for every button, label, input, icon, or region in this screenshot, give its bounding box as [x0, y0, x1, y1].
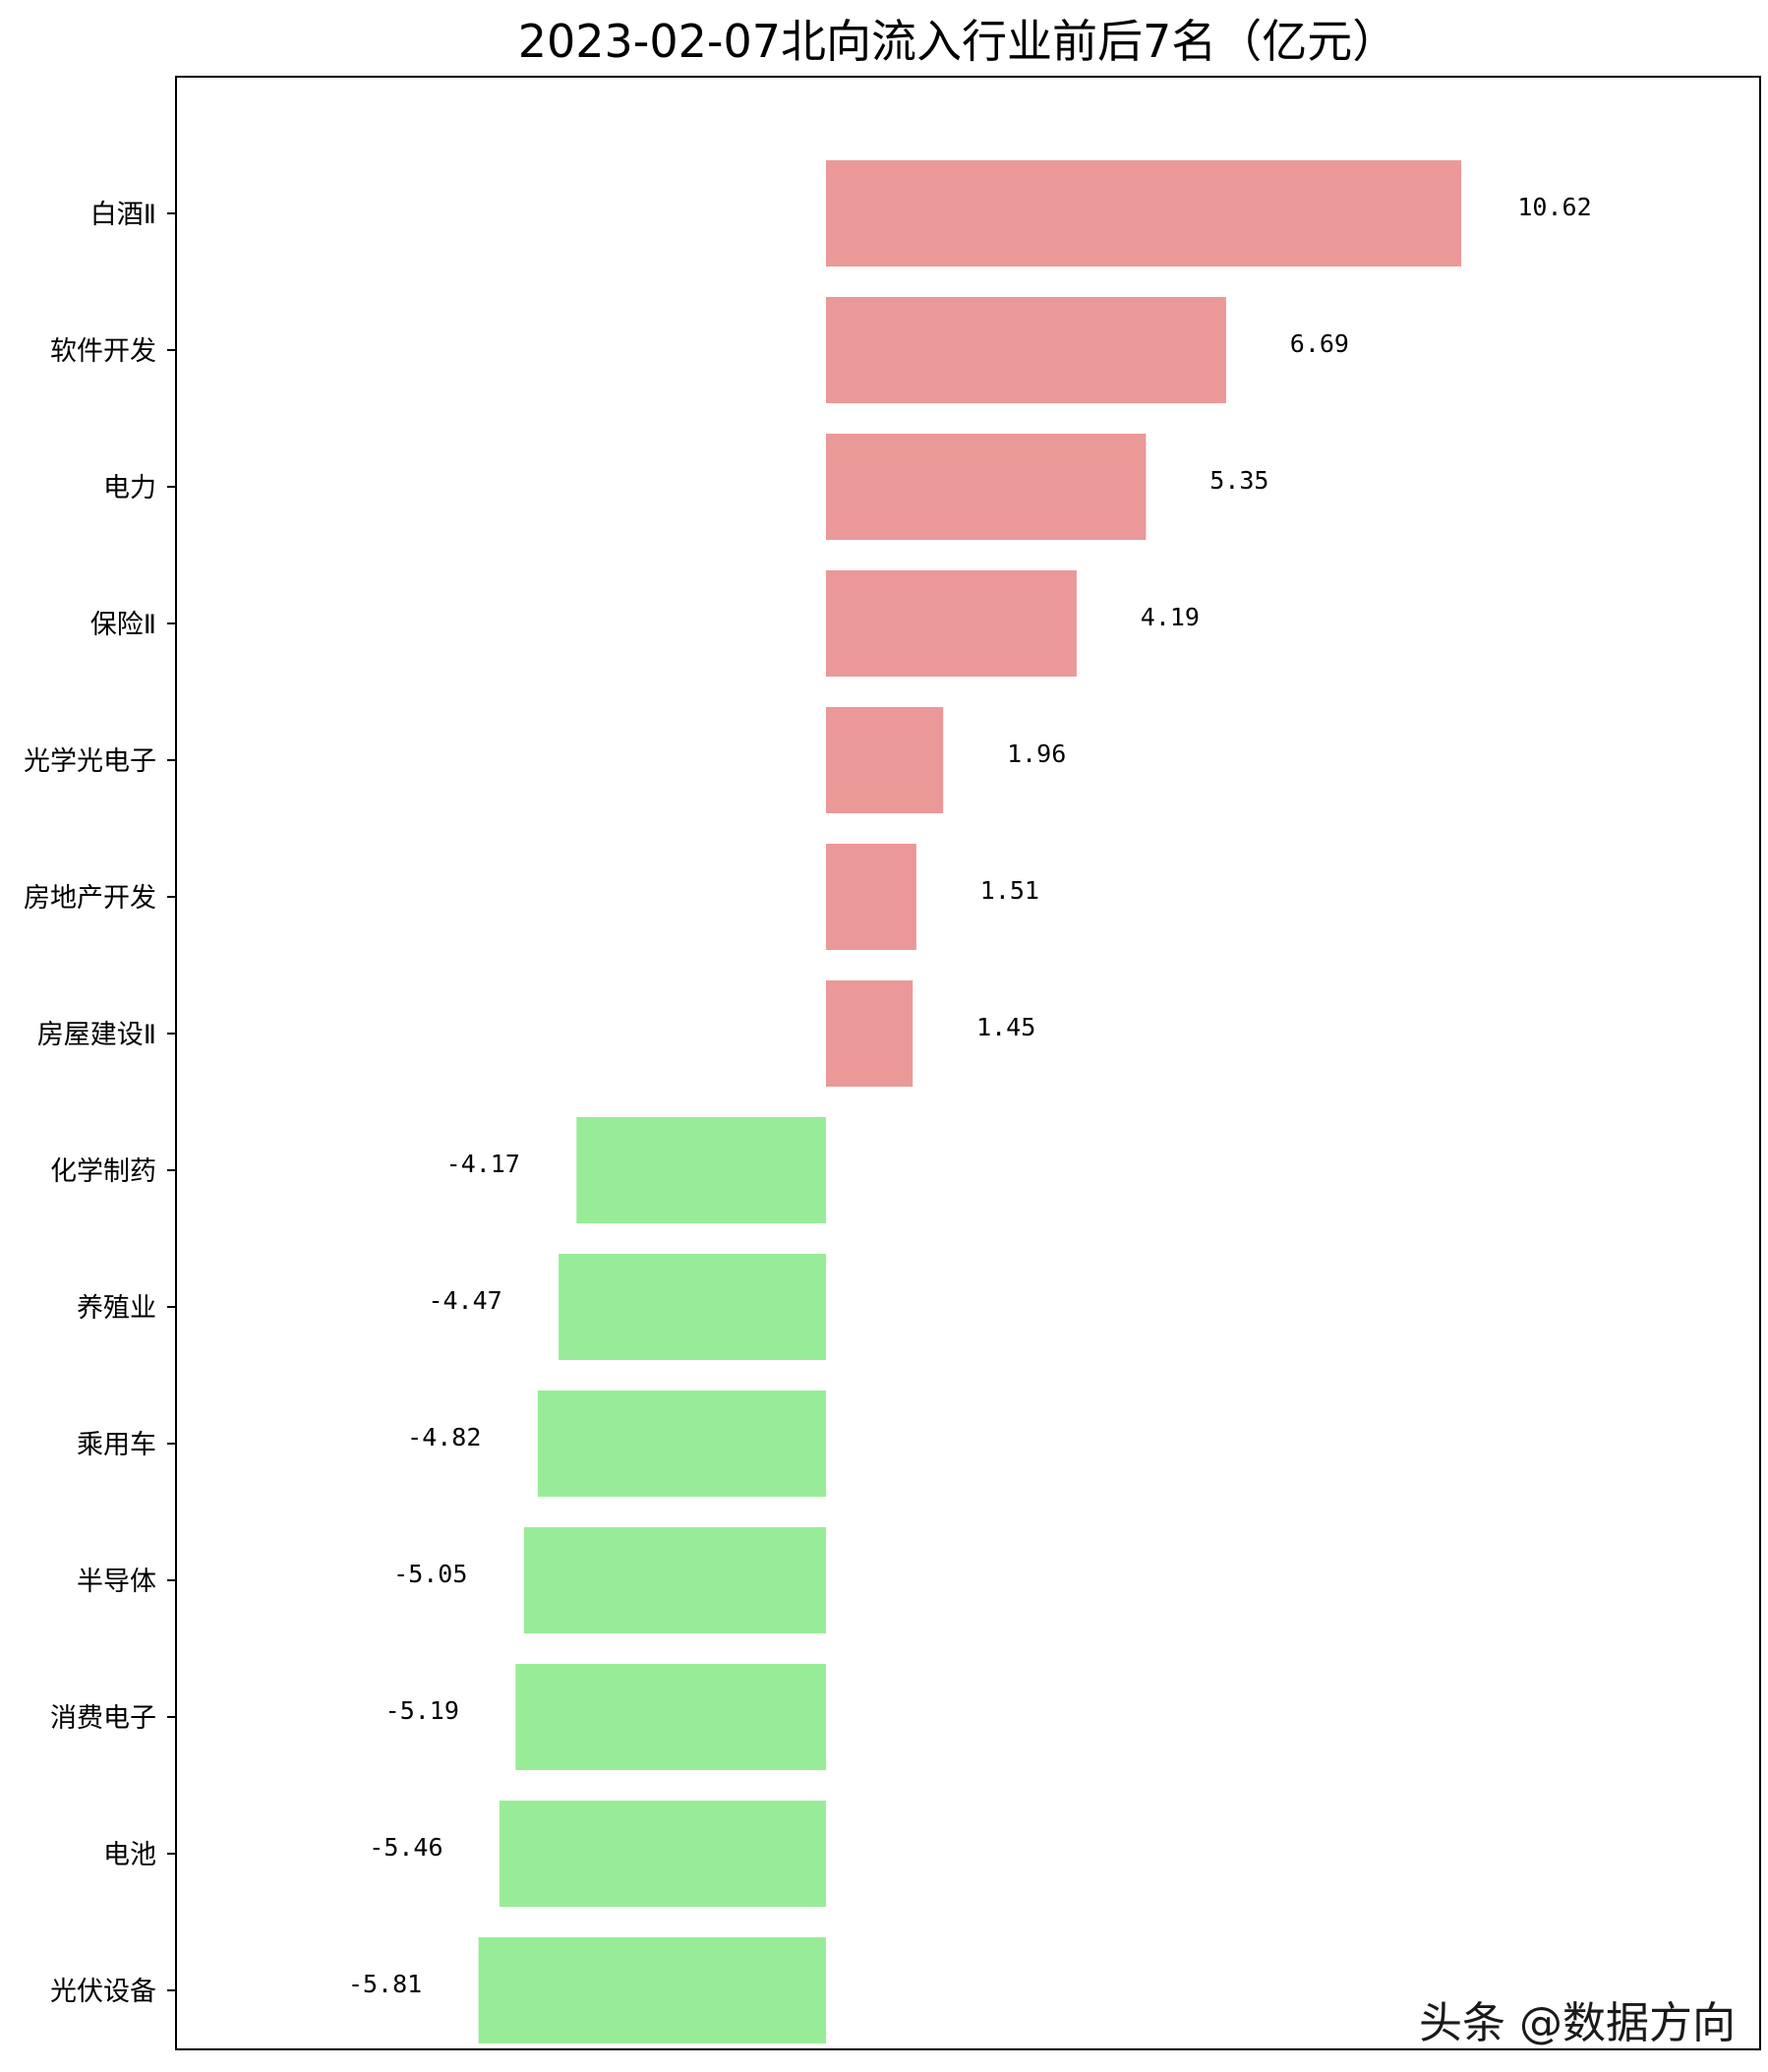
y-tick-label-0: 白酒Ⅱ — [90, 200, 156, 230]
bar-11 — [515, 1664, 826, 1770]
bar-3 — [826, 570, 1077, 677]
data-label-8: -4.47 — [428, 1286, 501, 1315]
y-tick-label-2: 电力 — [103, 473, 156, 503]
bar-0 — [826, 160, 1461, 266]
y-tick-label-9: 乘用车 — [77, 1430, 156, 1460]
y-tick-label-5: 房地产开发 — [24, 883, 156, 914]
y-tick-label-10: 半导体 — [77, 1567, 156, 1597]
bar-12 — [499, 1801, 826, 1907]
data-label-6: 1.45 — [976, 1013, 1035, 1041]
y-tick-label-1: 软件开发 — [50, 336, 156, 367]
data-label-3: 4.19 — [1141, 603, 1200, 631]
bar-6 — [826, 980, 913, 1087]
chart-title: 2023-02-07北向流入行业前后7名（亿元） — [518, 15, 1398, 68]
y-tick-label-3: 保险Ⅱ — [90, 610, 156, 640]
bar-9 — [537, 1391, 826, 1497]
y-tick-label-4: 光学光电子 — [24, 746, 156, 777]
data-label-9: -4.82 — [407, 1423, 481, 1451]
bars-layer — [478, 160, 1461, 2043]
bar-7 — [576, 1117, 826, 1223]
data-label-0: 10.62 — [1517, 193, 1591, 221]
bar-2 — [826, 434, 1147, 540]
data-label-13: -5.81 — [348, 1970, 422, 1998]
plot-frame — [175, 76, 1761, 2050]
y-tick-label-6: 房屋建设Ⅱ — [37, 1020, 156, 1050]
bar-1 — [826, 297, 1226, 403]
data-label-2: 5.35 — [1209, 466, 1268, 495]
data-label-11: -5.19 — [385, 1696, 459, 1725]
data-label-5: 1.51 — [980, 876, 1039, 905]
bar-13 — [478, 1937, 826, 2043]
data-labels: 10.62 6.69 5.35 4.19 1.96 1.51 1.45 -4.17 -4.47 -… — [348, 193, 1592, 1998]
y-tick-label-12: 电池 — [103, 1840, 156, 1870]
y-tick-label-8: 养殖业 — [77, 1293, 156, 1324]
y-tick-label-7: 化学制药 — [50, 1156, 156, 1187]
watermark-text: 头条 @数据方向 — [1419, 1998, 1736, 2048]
data-label-12: -5.46 — [369, 1833, 442, 1862]
bar-10 — [523, 1527, 826, 1633]
data-label-7: -4.17 — [446, 1150, 520, 1178]
data-label-1: 6.69 — [1290, 329, 1349, 358]
bar-8 — [559, 1254, 826, 1360]
bar-5 — [826, 844, 916, 950]
watermark: 头条 @数据方向 — [1419, 1998, 1736, 2048]
data-label-10: -5.05 — [393, 1560, 467, 1588]
y-tick-label-13: 光伏设备 — [50, 1977, 156, 2007]
bar-4 — [826, 707, 944, 813]
data-label-4: 1.96 — [1007, 740, 1066, 768]
y-tick-label-11: 消费电子 — [50, 1703, 156, 1734]
